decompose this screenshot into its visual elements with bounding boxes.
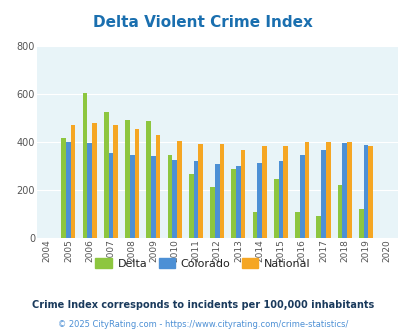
Bar (261, 146, 266, 238)
Bar (70, 125, 75, 238)
Bar (231, 169, 236, 238)
Bar (134, 128, 139, 238)
Bar (219, 144, 224, 238)
Bar (156, 135, 160, 238)
Bar (66, 142, 70, 238)
Bar (83, 93, 87, 238)
Bar (236, 166, 240, 238)
Bar (299, 154, 304, 238)
Bar (193, 161, 198, 238)
Bar (346, 142, 351, 238)
Bar (214, 164, 219, 238)
Bar (278, 161, 283, 238)
Bar (130, 154, 134, 238)
Bar (341, 143, 346, 238)
Bar (61, 138, 66, 238)
Bar (125, 120, 130, 238)
Bar (198, 144, 202, 238)
Bar (315, 216, 320, 238)
Text: Crime Index corresponds to incidents per 100,000 inhabitants: Crime Index corresponds to incidents per… (32, 300, 373, 310)
Bar (92, 123, 96, 238)
Bar (363, 146, 367, 238)
Bar (177, 141, 181, 238)
Bar (104, 112, 108, 238)
Bar (146, 121, 151, 238)
Bar (273, 180, 278, 238)
Bar (188, 174, 193, 238)
Bar (210, 187, 214, 238)
Bar (320, 149, 325, 238)
Bar (87, 143, 92, 238)
Bar (151, 156, 156, 238)
Bar (358, 209, 363, 238)
Text: Delta Violent Crime Index: Delta Violent Crime Index (93, 15, 312, 30)
Bar (240, 149, 245, 238)
Bar (283, 146, 287, 238)
Bar (108, 153, 113, 238)
Bar (113, 125, 118, 238)
Text: © 2025 CityRating.com - https://www.cityrating.com/crime-statistics/: © 2025 CityRating.com - https://www.city… (58, 319, 347, 329)
Bar (172, 160, 177, 238)
Bar (367, 146, 372, 238)
Legend: Delta, Colorado, National: Delta, Colorado, National (91, 254, 314, 273)
Bar (337, 185, 341, 238)
Bar (257, 163, 261, 238)
Bar (252, 212, 257, 238)
Bar (294, 212, 299, 238)
Bar (325, 142, 330, 238)
Bar (167, 155, 172, 238)
Bar (304, 142, 309, 238)
